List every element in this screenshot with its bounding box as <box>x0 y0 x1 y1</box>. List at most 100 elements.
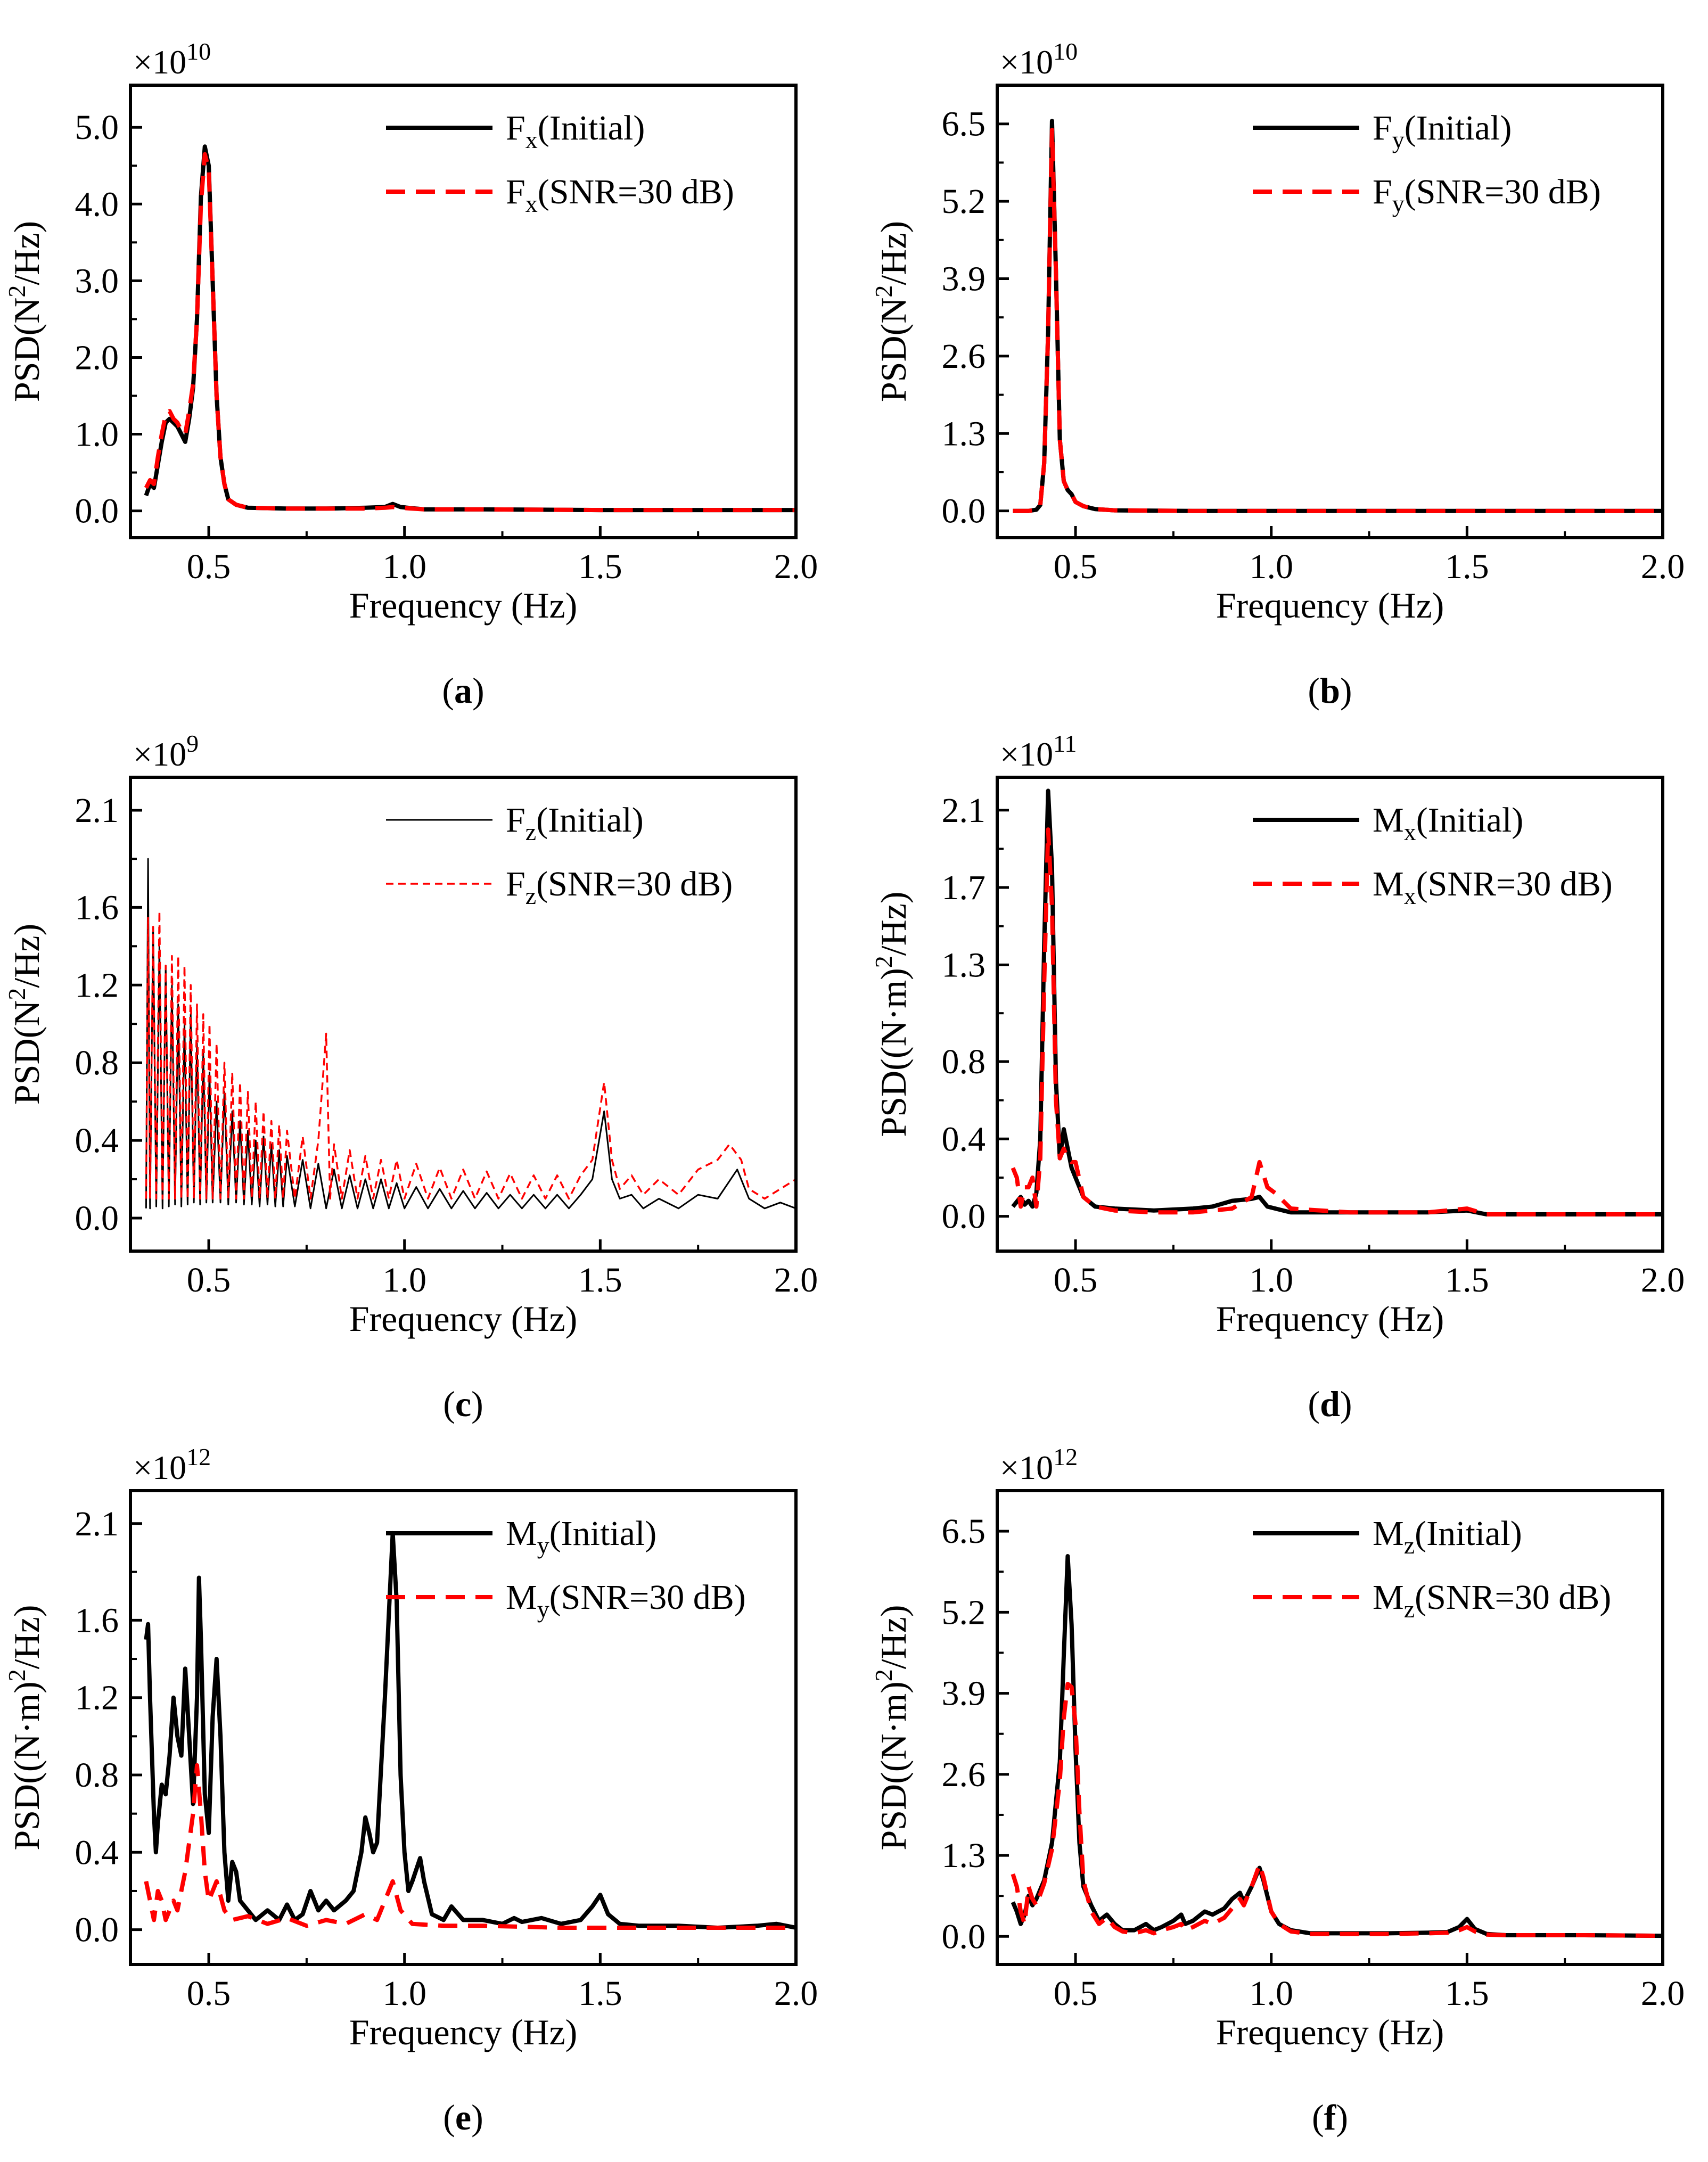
panel-label-open: ( <box>443 1384 455 1424</box>
y-tick-label: 2.1 <box>75 1505 119 1543</box>
x-tick-label: 1.5 <box>1445 1974 1489 2013</box>
y-label-superscript: 2 <box>870 956 897 968</box>
panel-label-letter: f <box>1324 2097 1337 2138</box>
series-line-initial <box>144 1531 796 1930</box>
x-tick-label: 1.5 <box>578 547 622 586</box>
panel-label-letter: a <box>454 670 472 711</box>
legend-subscript: x <box>1404 818 1416 845</box>
y-tick-label: 3.0 <box>75 261 119 300</box>
legend-subscript: z <box>1404 1596 1415 1623</box>
x-tick-label: 1.5 <box>578 1974 622 2013</box>
axis-multiplier: ×109 <box>133 730 199 773</box>
y-tick-label: 0.8 <box>75 1756 119 1795</box>
legend-label-initial: Fy(Initial) <box>1373 109 1512 153</box>
y-tick-label: 5.0 <box>75 108 119 147</box>
x-tick-label: 2.0 <box>1641 547 1685 586</box>
legend-suffix: (Initial) <box>536 801 644 840</box>
x-axis-label: Frequency (Hz) <box>1216 585 1444 626</box>
y-tick-label: 4.0 <box>75 185 119 224</box>
legend-label-snr: Fz(SNR=30 dB) <box>506 865 733 909</box>
y-label-main: PSD(N <box>6 1000 47 1105</box>
panel-label-letter: e <box>455 2097 471 2138</box>
y-axis-label: PSD(N2/Hz) <box>870 221 914 402</box>
y-tick-label: 0.0 <box>75 1911 119 1950</box>
y-tick-label: 0.0 <box>942 1197 986 1236</box>
y-tick-label: 1.6 <box>75 888 119 927</box>
multiplier-exponent: 9 <box>186 730 199 757</box>
panel-label: (f) <box>1312 2097 1348 2138</box>
series-line-snr <box>144 1763 796 1930</box>
x-tick-label: 1.0 <box>1249 1974 1293 2013</box>
multiplier-base: ×10 <box>1000 43 1053 81</box>
panel-label-close: ) <box>1340 1384 1352 1424</box>
legend-subscript: y <box>537 1532 549 1559</box>
axis-multiplier: ×1012 <box>1000 1443 1078 1486</box>
series-line-snr <box>1013 127 1663 513</box>
multiplier-exponent: 11 <box>1053 730 1077 757</box>
x-tick-label: 2.0 <box>774 547 818 586</box>
legend-label-snr: Fx(SNR=30 dB) <box>506 172 734 217</box>
panel-label-open: ( <box>443 2097 455 2138</box>
y-tick-label: 0.8 <box>942 1042 986 1081</box>
y-tick-label: 1.2 <box>75 1679 119 1717</box>
x-axis-label: Frequency (Hz) <box>349 585 578 626</box>
legend-label-initial: Mx(Initial) <box>1373 801 1523 845</box>
axis-multiplier: ×1012 <box>133 1443 211 1486</box>
y-tick-label: 1.6 <box>75 1601 119 1640</box>
y-label-main: PSD(N <box>6 298 47 402</box>
legend-symbol: F <box>506 801 525 840</box>
panel-label-close: ) <box>471 2097 483 2138</box>
y-tick-label: 2.6 <box>942 1755 986 1794</box>
legend-symbol: M <box>506 1514 537 1553</box>
legend-label-snr: Mx(SNR=30 dB) <box>1373 865 1613 909</box>
series-line-snr <box>1011 827 1663 1216</box>
y-tick-label: 6.5 <box>942 1512 986 1551</box>
legend-subscript: x <box>525 190 538 217</box>
y-tick-label: 5.2 <box>942 182 986 221</box>
chart-panel-a: 0.5 1.0 1.5 2.0 0.0 1.0 2.0 3.0 4.0 5.0 ×1010 Frequ… <box>3 38 818 711</box>
legend-symbol: F <box>1373 172 1392 211</box>
y-axis-label: PSD((N·m)2/Hz) <box>870 891 914 1137</box>
multiplier-base: ×10 <box>133 43 186 81</box>
legend-label-initial: My(Initial) <box>506 1514 656 1559</box>
x-tick-label: 1.0 <box>382 1261 426 1300</box>
x-tick-label: 0.5 <box>187 547 231 586</box>
panel-label-open: ( <box>1308 1384 1320 1424</box>
y-tick-label: 0.4 <box>75 1833 119 1872</box>
y-label-tail: /Hz) <box>6 221 47 285</box>
chart-panel-f: 0.5 1.0 1.5 2.0 0.0 1.3 2.6 3.9 5.2 6.5 ×1012 Frequ… <box>870 1443 1685 2138</box>
x-tick-label: 0.5 <box>1054 1261 1098 1300</box>
y-label-superscript: 2 <box>870 1669 897 1681</box>
x-tick-label: 2.0 <box>774 1261 818 1300</box>
x-tick-label: 0.5 <box>187 1974 231 2013</box>
legend-label-snr: Fy(SNR=30 dB) <box>1373 172 1601 217</box>
y-tick-label: 2.1 <box>75 791 119 830</box>
legend-subscript: z <box>1404 1532 1415 1559</box>
legend-suffix: (Initial) <box>538 109 645 147</box>
chart-panel-b: 0.5 1.0 1.5 2.0 0.0 1.3 2.6 3.9 5.2 6.5 ×1010 Frequ… <box>870 38 1685 711</box>
legend-subscript: z <box>525 882 536 909</box>
panel-label: (e) <box>443 2097 483 2138</box>
panel-label-open: ( <box>1308 670 1320 711</box>
legend-suffix: (SNR=30 dB) <box>1416 865 1613 903</box>
legend-symbol: F <box>506 109 525 147</box>
x-tick-label: 2.0 <box>1641 1974 1685 2013</box>
panel-label: (d) <box>1308 1384 1352 1424</box>
y-tick-label: 3.9 <box>942 1674 986 1713</box>
multiplier-base: ×10 <box>133 735 186 773</box>
y-axis-label: PSD(N2/Hz) <box>3 924 47 1105</box>
x-tick-label: 2.0 <box>1641 1261 1685 1300</box>
multiplier-exponent: 10 <box>1053 38 1078 65</box>
multiplier-exponent: 12 <box>186 1443 211 1470</box>
series-line-initial <box>1011 788 1663 1216</box>
y-tick-label: 1.7 <box>942 868 986 907</box>
y-tick-label: 3.9 <box>942 259 986 298</box>
x-tick-label: 1.5 <box>1445 547 1489 586</box>
y-label-tail: /Hz) <box>6 1605 47 1669</box>
y-tick-label: 1.3 <box>942 1836 986 1875</box>
x-tick-label: 0.5 <box>187 1261 231 1300</box>
x-axis-label: Frequency (Hz) <box>1216 1298 1444 1339</box>
plot-frame <box>129 776 798 1253</box>
panel-label-open: ( <box>442 670 454 711</box>
y-tick-label: 0.8 <box>75 1043 119 1082</box>
